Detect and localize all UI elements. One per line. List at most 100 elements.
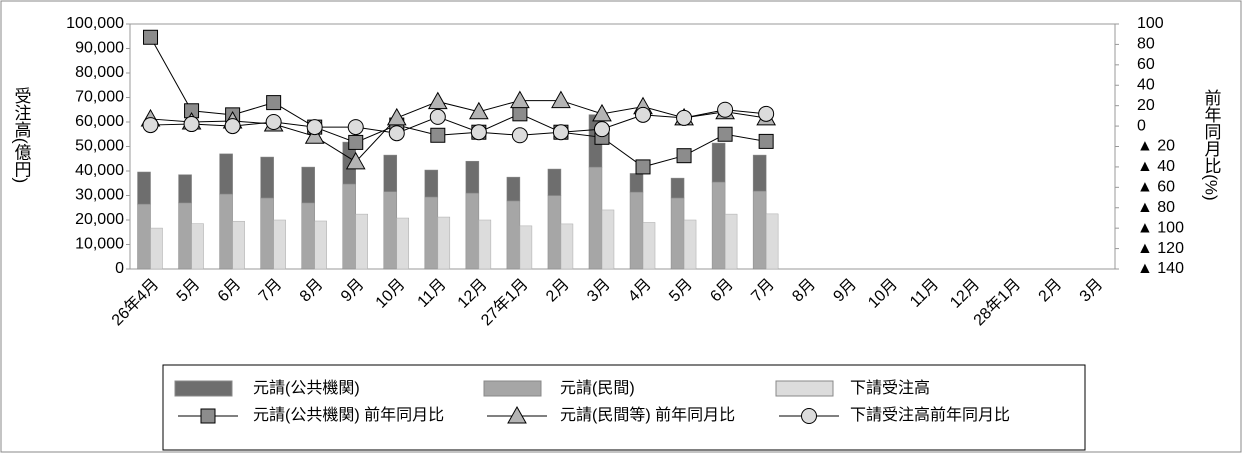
- line: [150, 37, 767, 168]
- marker: [348, 134, 364, 150]
- y2-tick-label: 20: [1137, 97, 1155, 114]
- marker: [386, 107, 407, 126]
- y2-tick-label: 0: [1137, 117, 1146, 134]
- legend-label: 下請受注高: [850, 379, 930, 397]
- y2-tick-label: ▲ 20: [1137, 138, 1175, 155]
- y2-tick-label: 80: [1137, 36, 1155, 53]
- bar: [232, 220, 245, 270]
- bar: [260, 197, 274, 270]
- legend-label: 元請(公共機関): [253, 379, 360, 397]
- marker: [552, 124, 569, 141]
- line: [150, 100, 767, 163]
- bar: [752, 190, 767, 270]
- marker: [592, 103, 612, 122]
- legend-swatch: [483, 380, 542, 397]
- bar: [642, 222, 656, 270]
- y-tick-label: 60,000: [75, 113, 124, 130]
- bar: [273, 219, 286, 270]
- y2-tick-label: 40: [1137, 76, 1155, 93]
- legend-marker: [200, 408, 216, 424]
- marker: [510, 90, 530, 109]
- marker: [306, 119, 323, 136]
- bar: [137, 203, 151, 270]
- marker: [758, 133, 774, 149]
- marker: [512, 106, 528, 122]
- bar: [301, 166, 315, 204]
- bar: [711, 181, 726, 270]
- bar: [137, 171, 151, 205]
- bar: [465, 192, 480, 270]
- y-axis-label: 受注高(億円): [12, 87, 32, 183]
- bar: [342, 183, 356, 270]
- y2-tick-label: ▲ 40: [1137, 158, 1175, 175]
- y-tick-label: 100,000: [66, 15, 124, 32]
- marker: [429, 108, 446, 125]
- bar: [219, 153, 233, 195]
- bar: [424, 196, 439, 270]
- bar: [465, 160, 480, 194]
- marker: [635, 106, 652, 123]
- legend-swatch: [775, 380, 834, 397]
- bar: [711, 142, 726, 183]
- marker: [142, 117, 159, 134]
- bar: [383, 154, 398, 192]
- marker: [427, 91, 448, 110]
- legend-marker: [507, 405, 527, 424]
- marker: [511, 127, 528, 144]
- y2-tick-label: ▲ 80: [1137, 199, 1175, 216]
- y-tick-label: 50,000: [75, 138, 124, 155]
- bar: [506, 200, 521, 270]
- marker: [676, 109, 693, 126]
- marker: [676, 148, 692, 164]
- bar: [301, 202, 315, 270]
- y2-tick-label: 60: [1137, 56, 1155, 73]
- marker: [347, 119, 364, 136]
- bar: [178, 174, 192, 204]
- bar: [560, 223, 574, 270]
- bar: [683, 219, 697, 270]
- bar: [601, 209, 615, 270]
- bar: [519, 225, 533, 270]
- bar: [396, 217, 410, 270]
- y-tick-label: 70,000: [75, 89, 124, 106]
- bar: [752, 154, 767, 192]
- bar: [670, 177, 685, 199]
- legend-label: 下請受注高前年同月比: [850, 406, 1010, 424]
- bar: [547, 168, 562, 196]
- bar: [670, 197, 685, 270]
- marker: [430, 127, 446, 143]
- legend-swatch: [174, 380, 233, 397]
- legend-label: 元請(公共機関) 前年同月比: [253, 406, 444, 424]
- marker: [470, 124, 487, 141]
- y2-tick-label: ▲ 100: [1137, 219, 1184, 236]
- marker: [388, 125, 405, 142]
- marker: [265, 114, 282, 130]
- y2-tick-label: 100: [1137, 15, 1164, 32]
- y2-tick-label: ▲ 120: [1137, 240, 1184, 257]
- y-tick-label: 40,000: [75, 162, 124, 179]
- y-tick-label: 20,000: [75, 211, 124, 228]
- bar: [588, 166, 603, 270]
- bar: [314, 220, 327, 270]
- bar: [178, 202, 192, 270]
- legend-marker: [801, 408, 817, 424]
- y2-axis-label: 前年同月比(%): [1202, 89, 1222, 200]
- marker: [593, 121, 610, 138]
- y-tick-label: 30,000: [75, 187, 124, 204]
- legend-label: 元請(民間等) 前年同月比: [560, 406, 735, 424]
- bar: [724, 213, 738, 270]
- bar: [629, 191, 644, 270]
- legend-label: 元請(民間): [560, 379, 635, 397]
- y2-tick-label: ▲ 60: [1137, 179, 1175, 196]
- bar: [355, 213, 368, 270]
- bar: [219, 193, 233, 270]
- legend: [162, 364, 1086, 451]
- bar: [629, 173, 644, 193]
- bar: [506, 176, 521, 202]
- marker: [551, 90, 571, 109]
- bar: [260, 156, 274, 199]
- marker: [266, 95, 282, 111]
- marker: [183, 116, 200, 133]
- y-tick-label: 10,000: [75, 236, 124, 253]
